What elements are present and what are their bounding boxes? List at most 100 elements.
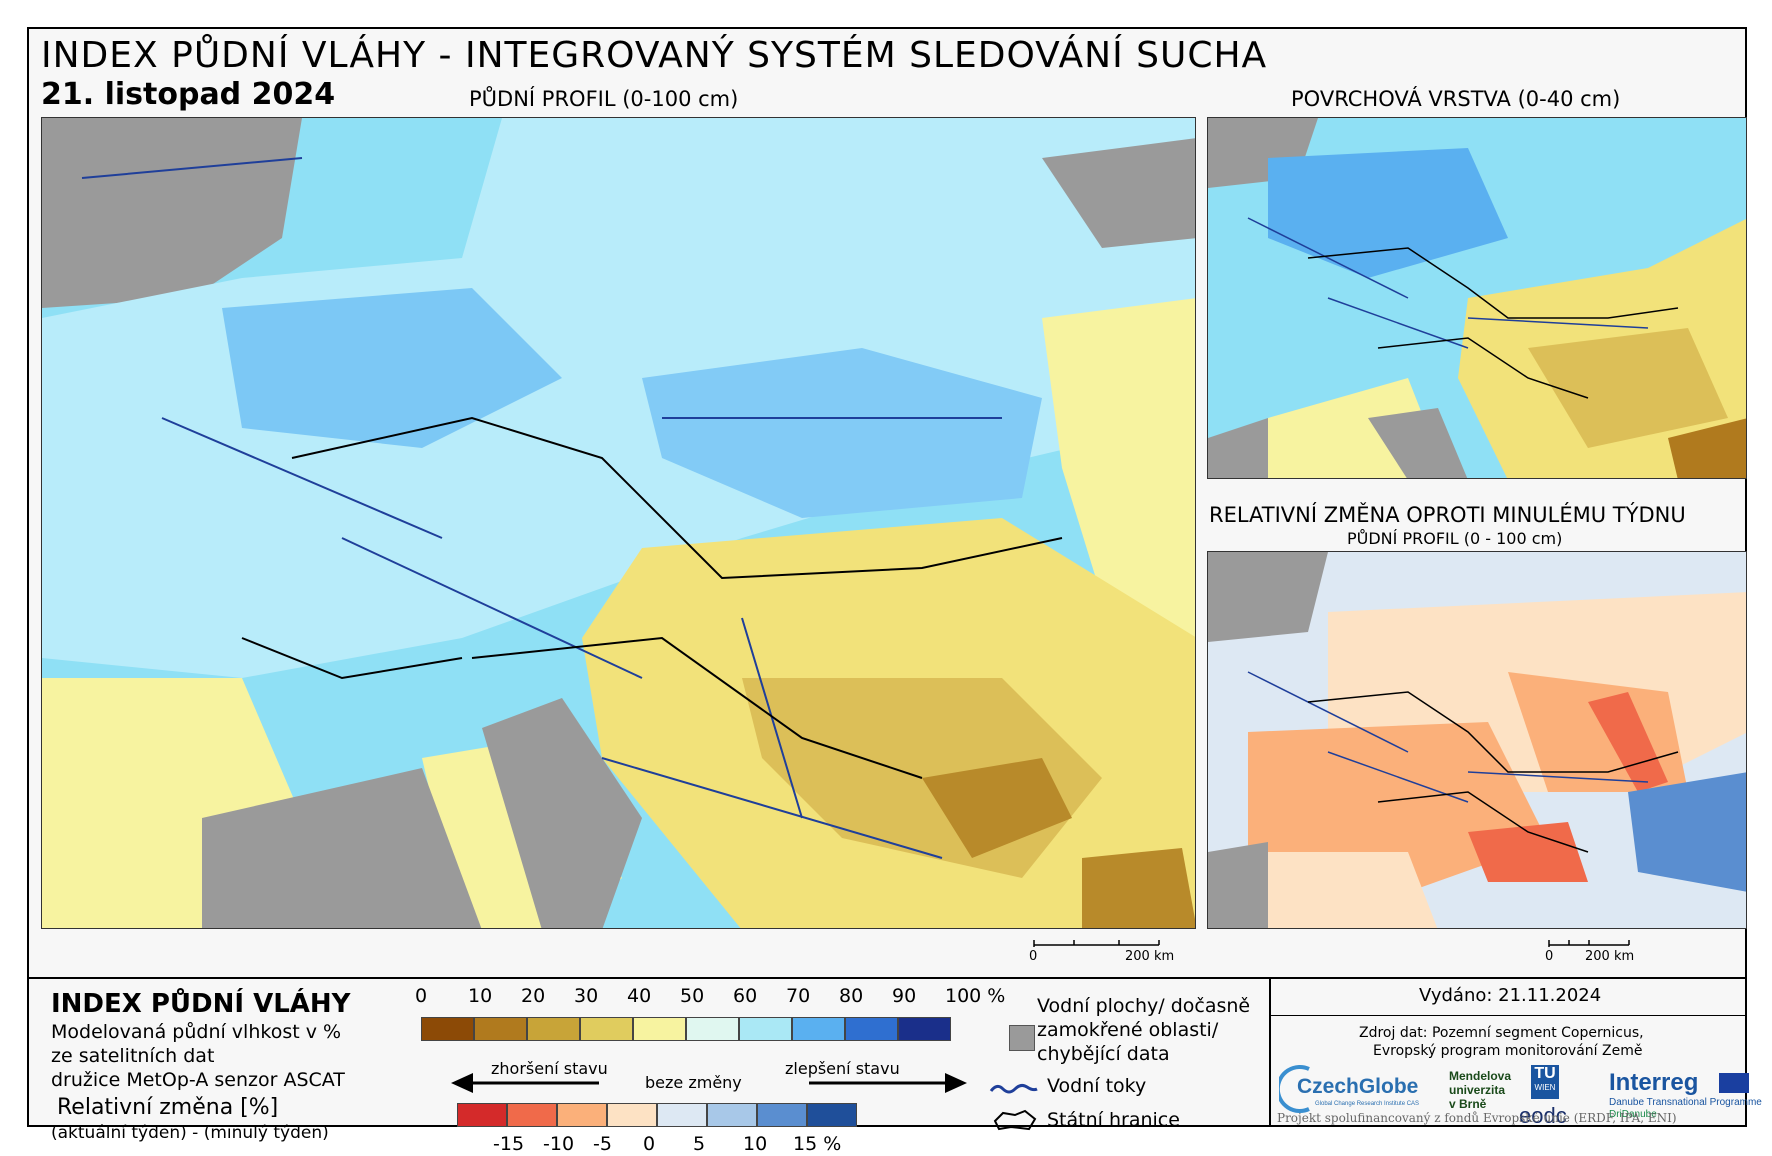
index-tick-label: 100 % — [945, 985, 1006, 1007]
change-swatch — [657, 1103, 707, 1127]
index-tick-label: 20 — [521, 985, 546, 1007]
legend-index-desc-3: družice MetOp-A senzor ASCAT — [51, 1069, 345, 1091]
change-tick-label: -5 — [593, 1133, 612, 1155]
change-tick-label: 0 — [643, 1133, 656, 1155]
surface-layer-map — [1207, 117, 1747, 479]
surface-map-label: POVRCHOVÁ VRSTVA (0-40 cm) — [1291, 87, 1621, 111]
czechglobe-text: CzechGlobe — [1297, 1075, 1419, 1098]
change-tick-label: 10 — [743, 1133, 768, 1155]
borders-icon — [993, 1109, 1037, 1131]
index-swatch — [633, 1017, 686, 1041]
tu-subtext: WIEN — [1534, 1083, 1556, 1092]
main-soil-moisture-map — [41, 117, 1196, 929]
mendelu-text-1: Mendelova — [1449, 1069, 1512, 1083]
small-scale-km: 200 km — [1585, 949, 1635, 964]
change-arrow-graphic — [451, 1073, 967, 1093]
water-bodies-line-3: chybějící data — [1037, 1043, 1170, 1065]
interreg-subtext-2: DriDanube — [1609, 1109, 1657, 1120]
funding-note: Projekt spolufinancovaný z fondů Evropsk… — [1277, 1111, 1677, 1125]
index-swatch — [527, 1017, 580, 1041]
index-tick-label: 70 — [786, 985, 811, 1007]
worse-arrow-head — [451, 1073, 473, 1093]
small-scale-bar-graphic — [1548, 940, 1630, 947]
small-scale-zero: 0 — [1545, 949, 1554, 964]
issue-date: 21. listopad 2024 — [41, 77, 336, 112]
rivers-icon — [989, 1083, 1038, 1094]
change-map-graphic — [1208, 552, 1746, 928]
index-swatch — [474, 1017, 527, 1041]
change-swatch — [457, 1103, 507, 1127]
worse-label: zhoršení stavu — [491, 1059, 608, 1078]
change-swatch — [757, 1103, 807, 1127]
page-title: INDEX PŮDNÍ VLÁHY - INTEGROVANÝ SYSTÉM S… — [41, 35, 1268, 76]
change-swatch — [807, 1103, 857, 1127]
czechglobe-logo: CzechGlobe Global Change Research Instit… — [1275, 1063, 1439, 1118]
main-map-label: PŮDNÍ PROFIL (0-100 cm) — [469, 87, 739, 111]
change-tick-label: 5 — [693, 1133, 706, 1155]
change-swatch — [557, 1103, 607, 1127]
index-tick-label: 30 — [574, 985, 599, 1007]
relative-change-map — [1207, 551, 1747, 929]
mendelu-logo: Mendelova univerzita v Brně — [1449, 1069, 1511, 1111]
index-tick-label: 80 — [839, 985, 864, 1007]
water-bodies-swatch — [1009, 1025, 1035, 1051]
index-swatch — [686, 1017, 739, 1041]
legend-index-title: INDEX PŮDNÍ VLÁHY — [51, 989, 351, 1019]
index-tick-label: 90 — [892, 985, 917, 1007]
change-swatch — [707, 1103, 757, 1127]
issued-date: Vydáno: 21.11.2024 — [1419, 985, 1602, 1006]
main-scale-km: 200 km — [1125, 949, 1175, 964]
legend-change-desc: (aktuální týden) - (minulý týden) — [51, 1123, 329, 1143]
legend-change-title: Relativní změna [%] — [57, 1095, 279, 1120]
change-tick-label: -15 — [493, 1133, 525, 1155]
index-tick-label: 40 — [627, 985, 652, 1007]
mendelu-text-2: univerzita — [1449, 1083, 1506, 1097]
data-source-2: Evropský program monitorování Země — [1373, 1043, 1643, 1059]
interreg-text: Interreg — [1609, 1069, 1699, 1096]
main-map-graphic — [42, 118, 1195, 928]
legend-divider — [29, 977, 1745, 979]
change-map-sublabel: PŮDNÍ PROFIL (0 - 100 cm) — [1347, 529, 1563, 548]
change-tick-label: 15 % — [793, 1133, 842, 1155]
rivers-label: Vodní toky — [1047, 1075, 1147, 1097]
eu-flag-icon — [1719, 1073, 1749, 1093]
index-swatch — [421, 1017, 474, 1041]
change-swatch — [607, 1103, 657, 1127]
change-color-scale — [457, 1103, 857, 1127]
main-scale-bar: 0 200 km — [1029, 937, 1174, 964]
change-tick-label: -10 — [543, 1133, 575, 1155]
tu-wien-logo: TU WIEN — [1531, 1065, 1559, 1099]
index-tick-label: 50 — [680, 985, 705, 1007]
water-bodies-line-2: zamokřené oblasti/ — [1037, 1019, 1219, 1041]
czechglobe-subtext: Global Change Research Institute CAS — [1315, 1101, 1420, 1107]
change-map-label: RELATIVNÍ ZMĚNA OPROTI MINULÉMU TÝDNU — [1209, 503, 1686, 527]
tu-text: TU — [1534, 1065, 1556, 1082]
footer-divider — [1269, 977, 1271, 1127]
issued-divider — [1269, 1015, 1747, 1016]
legend-index-desc-2: ze satelitních dat — [51, 1045, 215, 1067]
water-bodies-line-1: Vodní plochy/ dočasně — [1037, 995, 1251, 1017]
index-swatch — [792, 1017, 845, 1041]
map-frame: INDEX PŮDNÍ VLÁHY - INTEGROVANÝ SYSTÉM S… — [27, 27, 1762, 1155]
index-swatch — [739, 1017, 792, 1041]
surface-map-graphic — [1208, 118, 1746, 478]
interreg-subtext-1: Danube Transnational Programme — [1609, 1097, 1762, 1108]
legend-index-desc-1: Modelovaná půdní vlhkost v % — [51, 1021, 342, 1043]
better-label: zlepšení stavu — [785, 1059, 900, 1078]
small-scale-bar: 0 200 km — [1529, 937, 1649, 964]
nochange-label: beze změny — [645, 1073, 742, 1092]
index-tick-label: 0 — [415, 985, 428, 1007]
main-scale-zero: 0 — [1029, 949, 1038, 964]
mendelu-text-3: v Brně — [1449, 1097, 1487, 1111]
index-swatch — [580, 1017, 633, 1041]
main-scale-bar-graphic — [1033, 940, 1160, 947]
eodc-logo: eodc — [1519, 1103, 1567, 1128]
index-color-scale — [421, 1017, 951, 1041]
change-swatch — [507, 1103, 557, 1127]
index-tick-label: 10 — [468, 985, 493, 1007]
index-swatch — [898, 1017, 951, 1041]
borders-label: Státní hranice — [1047, 1109, 1180, 1131]
index-swatch — [845, 1017, 898, 1041]
index-tick-label: 60 — [733, 985, 758, 1007]
better-arrow-head — [945, 1073, 967, 1093]
